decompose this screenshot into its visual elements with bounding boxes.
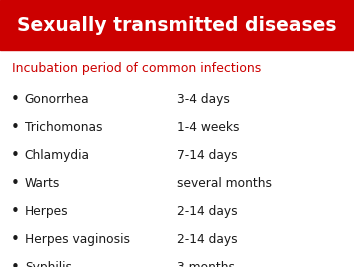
Text: Gonorrhea: Gonorrhea [25,93,90,106]
Text: Chlamydia: Chlamydia [25,149,90,162]
Text: •: • [11,148,19,163]
Text: 2-14 days: 2-14 days [177,205,238,218]
Text: 2-14 days: 2-14 days [177,233,238,246]
Text: 3-4 days: 3-4 days [177,93,230,106]
Text: •: • [11,120,19,135]
Text: •: • [11,260,19,267]
Text: Syphilis: Syphilis [25,261,72,267]
Text: Sexually transmitted diseases: Sexually transmitted diseases [17,15,337,35]
Text: 7-14 days: 7-14 days [177,149,238,162]
Text: Herpes vaginosis: Herpes vaginosis [25,233,130,246]
Text: Warts: Warts [25,177,60,190]
Text: •: • [11,204,19,219]
Text: •: • [11,176,19,191]
Text: Incubation period of common infections: Incubation period of common infections [12,62,262,75]
Text: Herpes: Herpes [25,205,68,218]
Text: •: • [11,92,19,107]
Text: •: • [11,232,19,247]
Text: several months: several months [177,177,272,190]
Text: Trichomonas: Trichomonas [25,121,102,134]
Bar [0,0,354,50]
Text: 1-4 weeks: 1-4 weeks [177,121,240,134]
Text: 3 months: 3 months [177,261,235,267]
